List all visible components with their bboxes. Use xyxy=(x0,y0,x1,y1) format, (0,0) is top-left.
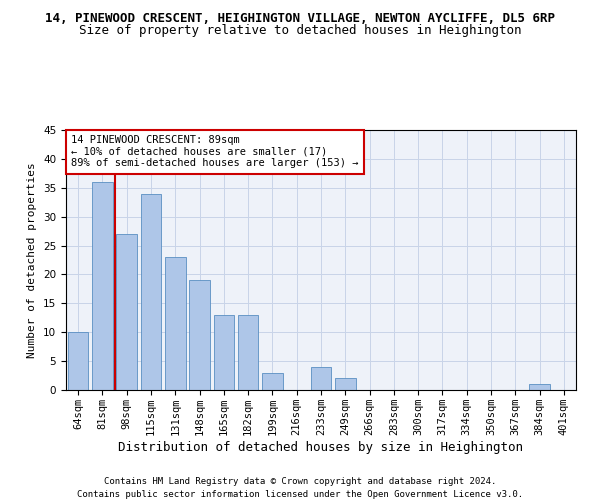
Bar xyxy=(238,315,259,390)
Text: Contains public sector information licensed under the Open Government Licence v3: Contains public sector information licen… xyxy=(77,490,523,499)
Bar xyxy=(92,182,113,390)
Bar xyxy=(214,315,234,390)
Bar xyxy=(68,332,88,390)
Bar xyxy=(116,234,137,390)
Bar xyxy=(165,257,185,390)
Text: Size of property relative to detached houses in Heighington: Size of property relative to detached ho… xyxy=(79,24,521,37)
Bar xyxy=(311,367,331,390)
Y-axis label: Number of detached properties: Number of detached properties xyxy=(28,162,37,358)
Bar xyxy=(140,194,161,390)
X-axis label: Distribution of detached houses by size in Heighington: Distribution of detached houses by size … xyxy=(119,440,523,454)
Bar xyxy=(335,378,356,390)
Bar xyxy=(189,280,210,390)
Text: 14 PINEWOOD CRESCENT: 89sqm
← 10% of detached houses are smaller (17)
89% of sem: 14 PINEWOOD CRESCENT: 89sqm ← 10% of det… xyxy=(71,135,359,168)
Bar xyxy=(529,384,550,390)
Bar xyxy=(262,372,283,390)
Text: Contains HM Land Registry data © Crown copyright and database right 2024.: Contains HM Land Registry data © Crown c… xyxy=(104,478,496,486)
Text: 14, PINEWOOD CRESCENT, HEIGHINGTON VILLAGE, NEWTON AYCLIFFE, DL5 6RP: 14, PINEWOOD CRESCENT, HEIGHINGTON VILLA… xyxy=(45,12,555,26)
